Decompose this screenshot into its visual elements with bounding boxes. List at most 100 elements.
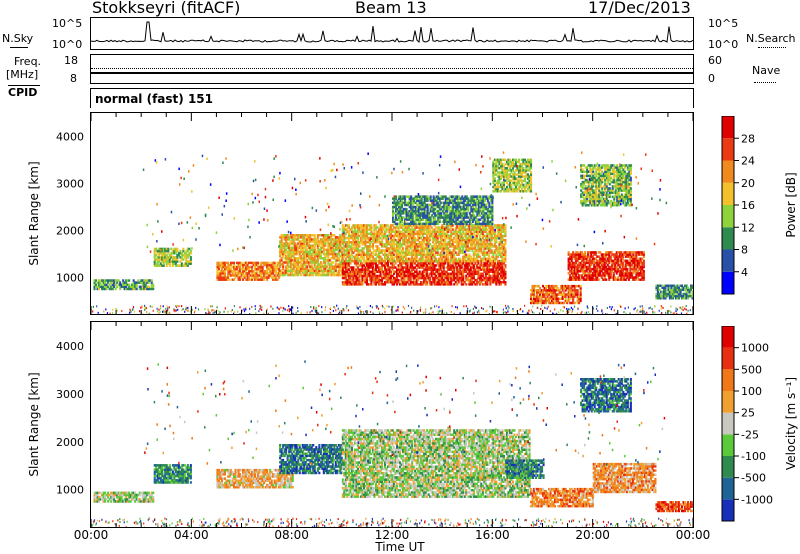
- range-cell: [167, 251, 170, 255]
- range-cell: [436, 276, 439, 280]
- station-title: Stokkseyri (fitACF): [92, 0, 241, 17]
- range-cell: [433, 249, 436, 252]
- range-cell: [499, 251, 502, 254]
- range-cell: [359, 259, 362, 263]
- range-cell: [286, 234, 289, 237]
- range-cell: [441, 266, 444, 269]
- range-cell: [331, 252, 334, 256]
- range-cell: [415, 238, 418, 242]
- range-cell: [406, 232, 409, 236]
- range-cell: [495, 158, 498, 162]
- range-cell: [298, 234, 301, 237]
- range-cell: [303, 254, 306, 258]
- range-cell: [322, 240, 325, 243]
- range-cell: [143, 281, 146, 284]
- range-cell: [312, 246, 315, 249]
- range-cell: [480, 262, 483, 265]
- range-cell: [365, 245, 368, 248]
- range-cell: [173, 249, 176, 253]
- range-cell: [339, 240, 342, 243]
- range-cell: [297, 267, 300, 270]
- range-cell: [353, 247, 356, 250]
- range-cell: [344, 276, 347, 280]
- range-cell: [447, 199, 450, 202]
- range-cell: [257, 276, 260, 279]
- range-cell: [292, 238, 295, 241]
- range-cell: [409, 232, 412, 236]
- range-cell: [504, 190, 507, 193]
- range-cell: [341, 228, 344, 231]
- range-cell: [507, 160, 510, 164]
- range-cell: [371, 272, 374, 276]
- range-cell: [441, 259, 444, 263]
- range-cell: [483, 230, 486, 233]
- range-cell: [216, 270, 219, 273]
- range-cell: [450, 243, 453, 246]
- range-cell: [391, 257, 394, 261]
- range-cell: [385, 228, 388, 231]
- range-cell: [408, 276, 411, 280]
- range-cell: [402, 259, 405, 263]
- range-cell: [162, 262, 165, 265]
- range-cell: [432, 218, 435, 221]
- range-cell: [424, 228, 427, 231]
- range-cell: [473, 199, 476, 202]
- range-cell: [415, 249, 418, 252]
- range-cell: [180, 262, 183, 265]
- range-cell: [294, 244, 297, 247]
- range-cell: [432, 255, 435, 259]
- range-cell: [403, 238, 406, 242]
- range-cell: [371, 278, 374, 282]
- range-cell: [411, 230, 414, 233]
- range-cell: [174, 264, 177, 267]
- range-cell: [410, 207, 413, 211]
- range-cell: [346, 278, 349, 282]
- range-cell: [406, 226, 409, 229]
- range-cell: [517, 160, 520, 164]
- range-cell: [456, 238, 459, 242]
- range-cell: [411, 228, 414, 231]
- range-cell: [487, 226, 490, 229]
- freq-label-2: [MHz]: [6, 68, 39, 81]
- range-cell: [450, 268, 453, 271]
- range-cell: [502, 228, 505, 231]
- range-cell: [382, 259, 385, 263]
- range-cell: [486, 201, 489, 205]
- range-cell: [408, 195, 411, 198]
- range-cell: [237, 272, 240, 275]
- range-cell: [412, 230, 415, 233]
- range-cell: [347, 232, 350, 236]
- range-cell: [511, 175, 514, 178]
- range-cell: [442, 270, 445, 273]
- range-cell: [420, 228, 423, 231]
- range-cell: [474, 283, 477, 286]
- range-cell: [176, 254, 179, 257]
- range-cell: [433, 260, 436, 263]
- range-cell: [390, 232, 393, 236]
- range-cell: [341, 226, 344, 229]
- range-cell: [394, 278, 397, 282]
- range-cell: [438, 220, 441, 223]
- range-cell: [260, 270, 263, 273]
- range-cell: [418, 266, 421, 269]
- range-cell: [437, 214, 440, 217]
- range-cell: [462, 281, 465, 284]
- range-cell: [399, 253, 402, 256]
- range-cell: [384, 234, 387, 238]
- range-cell: [315, 240, 318, 243]
- range-cell: [471, 278, 474, 282]
- range-cell: [295, 250, 298, 254]
- range-cell: [158, 249, 161, 253]
- range-cell: [356, 257, 359, 261]
- range-cell: [431, 214, 434, 217]
- range-cell: [393, 212, 396, 215]
- range-cell: [413, 210, 416, 213]
- range-cell: [270, 265, 273, 269]
- range-cell: [504, 187, 507, 191]
- range-cell: [446, 222, 449, 226]
- range-cell: [353, 274, 356, 278]
- range-cell: [352, 266, 355, 269]
- range-cell: [489, 222, 492, 226]
- range-cell: [399, 243, 402, 246]
- range-cell: [132, 281, 135, 284]
